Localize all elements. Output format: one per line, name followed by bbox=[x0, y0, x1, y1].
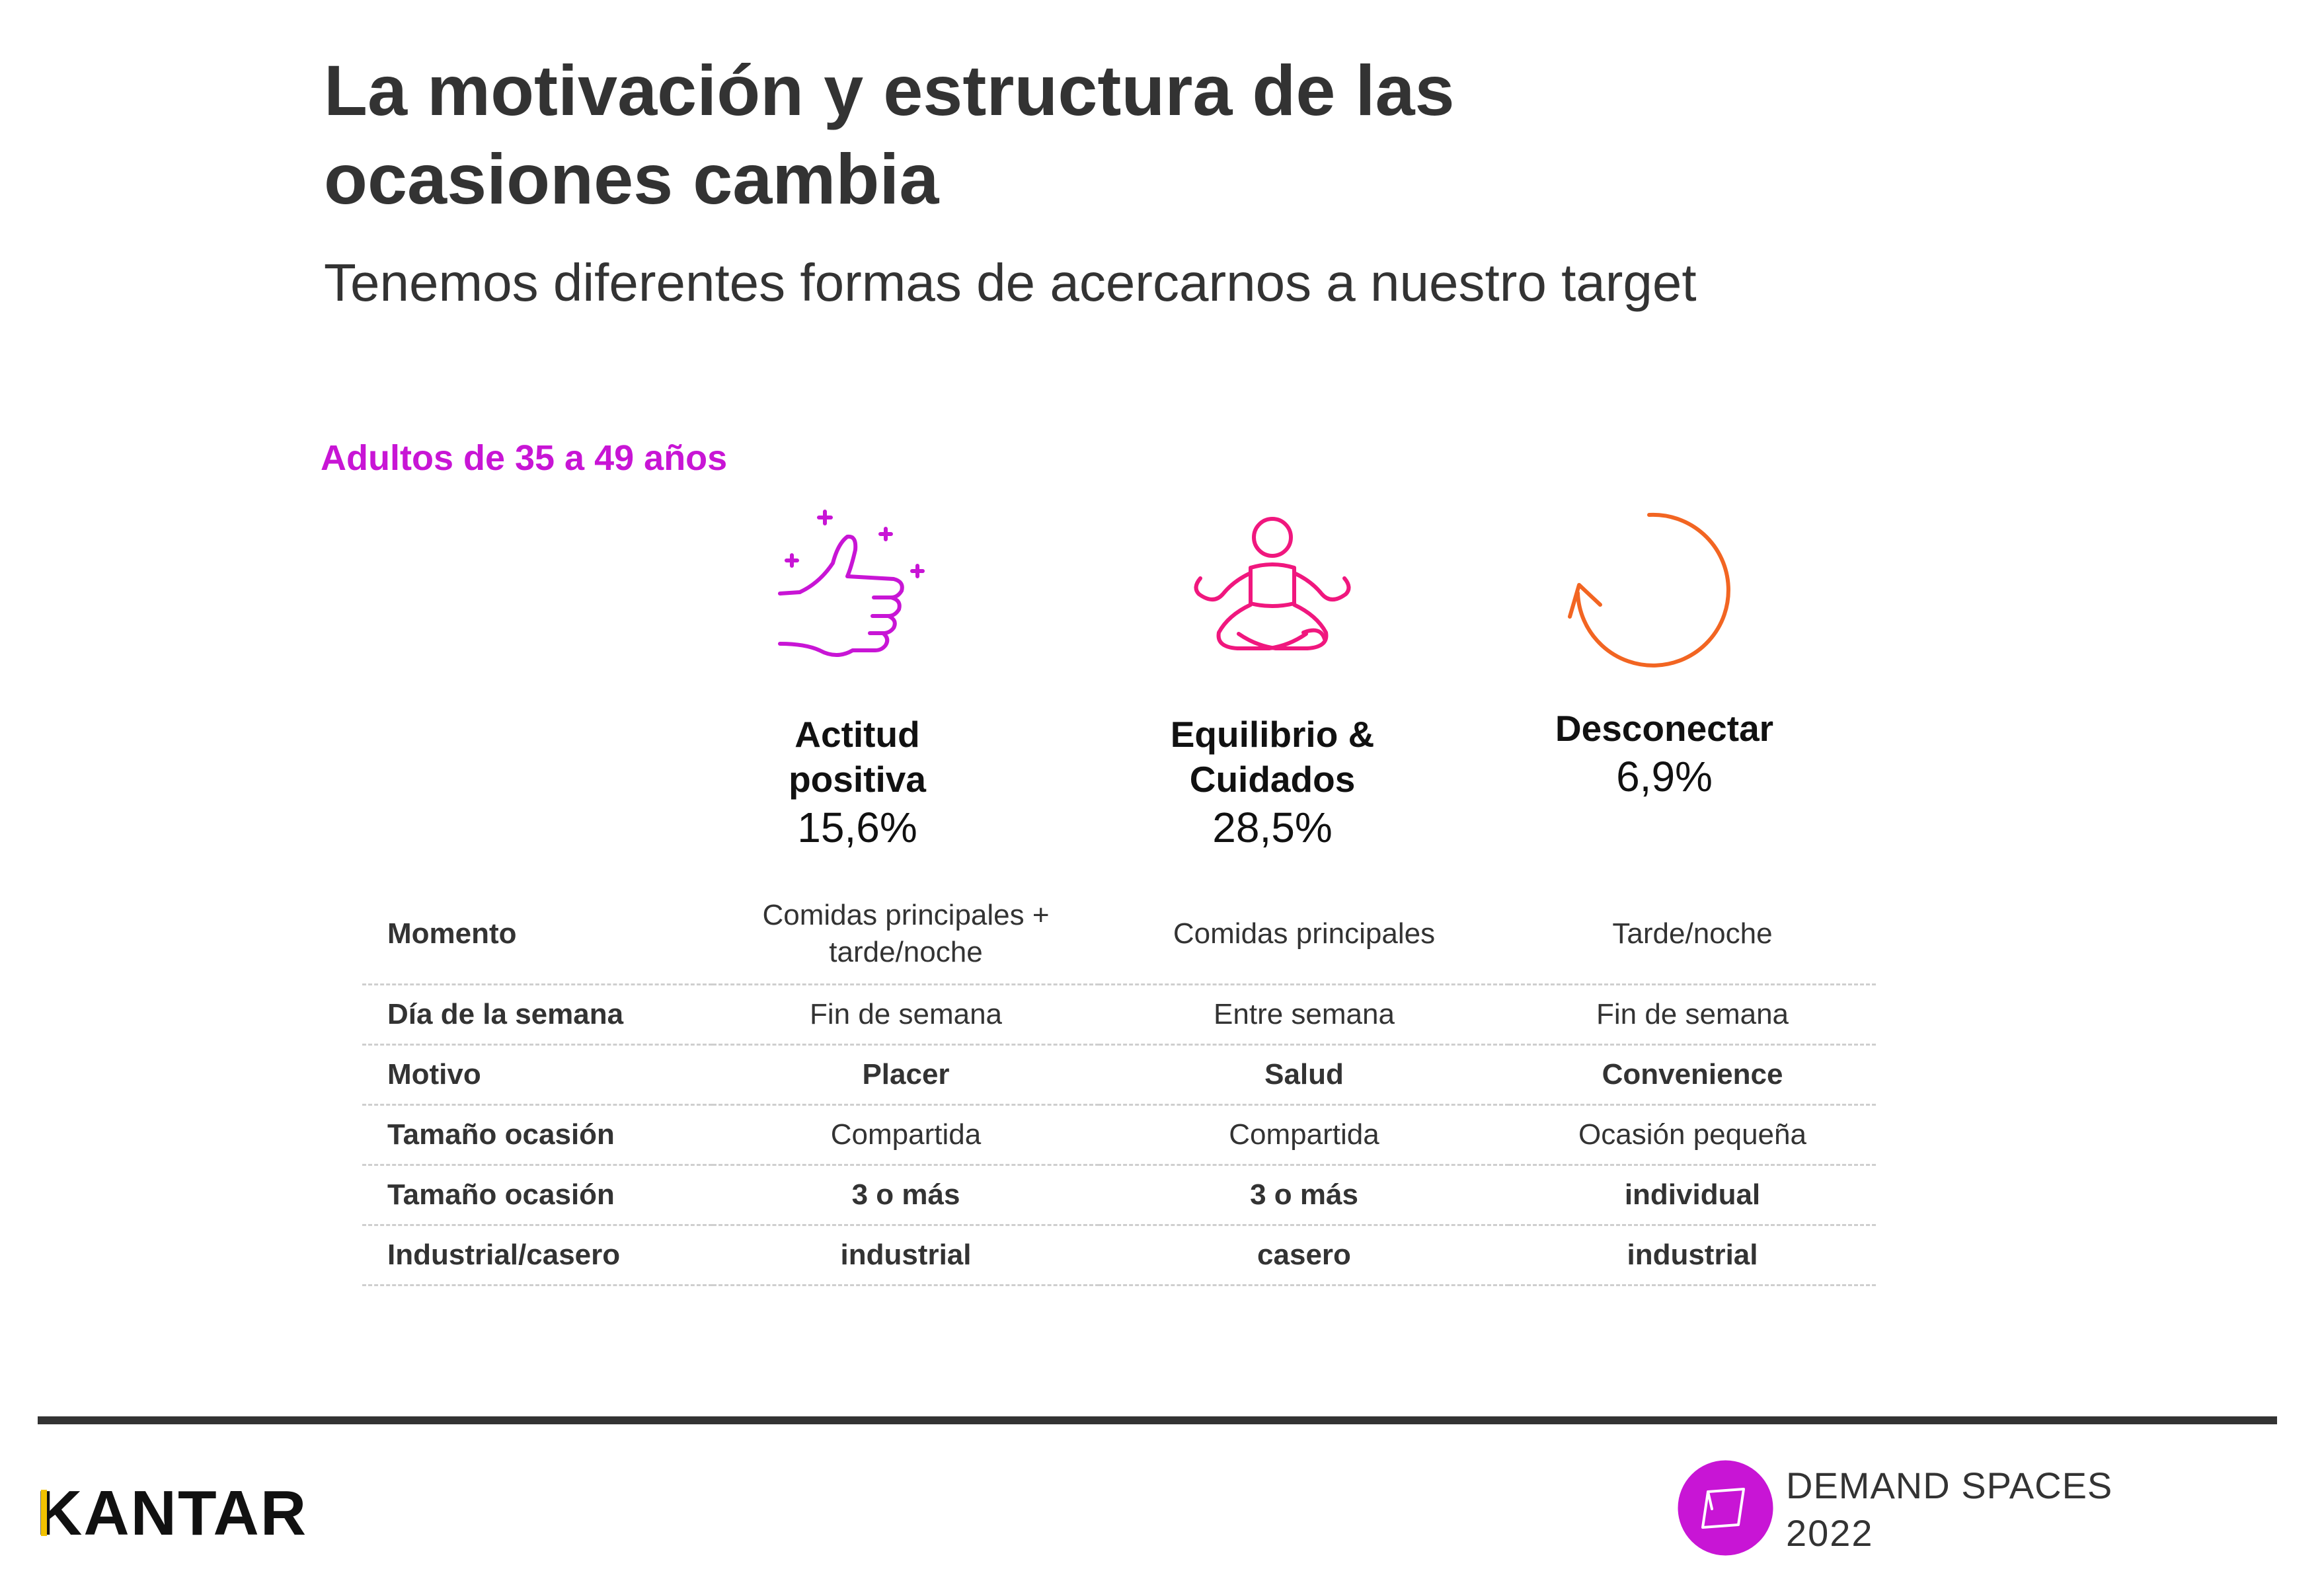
row-label: Industrial/casero bbox=[362, 1225, 713, 1286]
demand-space-percent: 28,5% bbox=[1212, 804, 1333, 851]
row-label: Tamaño ocasión bbox=[362, 1165, 713, 1226]
demand-space-name: Desconectar bbox=[1555, 708, 1774, 749]
table-cell: 3 o más bbox=[1099, 1165, 1509, 1226]
demand-space-card: Equilibrio & Cuidados 28,5% bbox=[1101, 712, 1444, 853]
demand-spaces-year: 2022 bbox=[1786, 1512, 1874, 1554]
circular-arrow-icon bbox=[1557, 512, 1742, 671]
table-cell: 3 o más bbox=[713, 1165, 1099, 1226]
table-cell: Placer bbox=[713, 1044, 1099, 1106]
occasion-table: Momento Comidas principales + tarde/noch… bbox=[362, 884, 1876, 1286]
row-label: Momento bbox=[362, 884, 713, 985]
demand-spaces-title: DEMAND SPACES bbox=[1786, 1465, 2113, 1506]
demand-space-card: Desconectar 6,9% bbox=[1492, 706, 1836, 802]
table-cell: casero bbox=[1099, 1225, 1509, 1286]
table-cell: Ocasión pequeña bbox=[1509, 1104, 1876, 1166]
page-subtitle: Tenemos diferentes formas de acercarnos … bbox=[324, 253, 1697, 312]
table-row: Industrial/casero industrial casero indu… bbox=[362, 1225, 1876, 1286]
kantar-logo: KANTAR bbox=[36, 1478, 308, 1549]
table-cell: Convenience bbox=[1509, 1044, 1876, 1106]
table-cell: Compartida bbox=[713, 1104, 1099, 1166]
table-cell: Comidas principales bbox=[1099, 884, 1509, 985]
page-title: La motivación y estructura de las ocasio… bbox=[324, 50, 1455, 219]
segment-label: Adultos de 35 a 49 años bbox=[321, 438, 728, 478]
kantar-logo-accent bbox=[41, 1490, 47, 1536]
demand-space-name: Equilibrio & Cuidados bbox=[1170, 714, 1375, 800]
table-row: Motivo Placer Salud Convenience bbox=[362, 1044, 1876, 1106]
table-row: Día de la semana Fin de semana Entre sem… bbox=[362, 984, 1876, 1046]
demand-space-percent: 15,6% bbox=[797, 804, 917, 851]
footer-divider bbox=[38, 1416, 2277, 1424]
table-cell: individual bbox=[1509, 1165, 1876, 1226]
table-cell: Entre semana bbox=[1099, 984, 1509, 1046]
row-label: Tamaño ocasión bbox=[362, 1104, 713, 1166]
demand-space-card: Actitud positiva 15,6% bbox=[685, 712, 1029, 853]
table-cell: Compartida bbox=[1099, 1104, 1509, 1166]
table-row: Momento Comidas principales + tarde/noch… bbox=[362, 884, 1876, 985]
thumbs-up-icon bbox=[773, 509, 932, 674]
demand-spaces-logo-icon bbox=[1678, 1460, 1773, 1556]
table-row: Tamaño ocasión 3 o más 3 o más individua… bbox=[362, 1165, 1876, 1226]
table-cell: industrial bbox=[713, 1225, 1099, 1286]
table-cell: Comidas principales + tarde/noche bbox=[713, 884, 1099, 985]
table-cell: industrial bbox=[1509, 1225, 1876, 1286]
row-label: Día de la semana bbox=[362, 984, 713, 1046]
table-row: Tamaño ocasión Compartida Compartida Oca… bbox=[362, 1104, 1876, 1166]
row-label: Motivo bbox=[362, 1044, 713, 1106]
table-cell: Tarde/noche bbox=[1509, 884, 1876, 985]
table-cell: Salud bbox=[1099, 1044, 1509, 1106]
demand-space-percent: 6,9% bbox=[1616, 753, 1713, 800]
meditation-icon bbox=[1190, 512, 1355, 671]
table-cell: Fin de semana bbox=[1509, 984, 1876, 1046]
demand-space-name: Actitud positiva bbox=[789, 714, 926, 800]
table-cell: Fin de semana bbox=[713, 984, 1099, 1046]
